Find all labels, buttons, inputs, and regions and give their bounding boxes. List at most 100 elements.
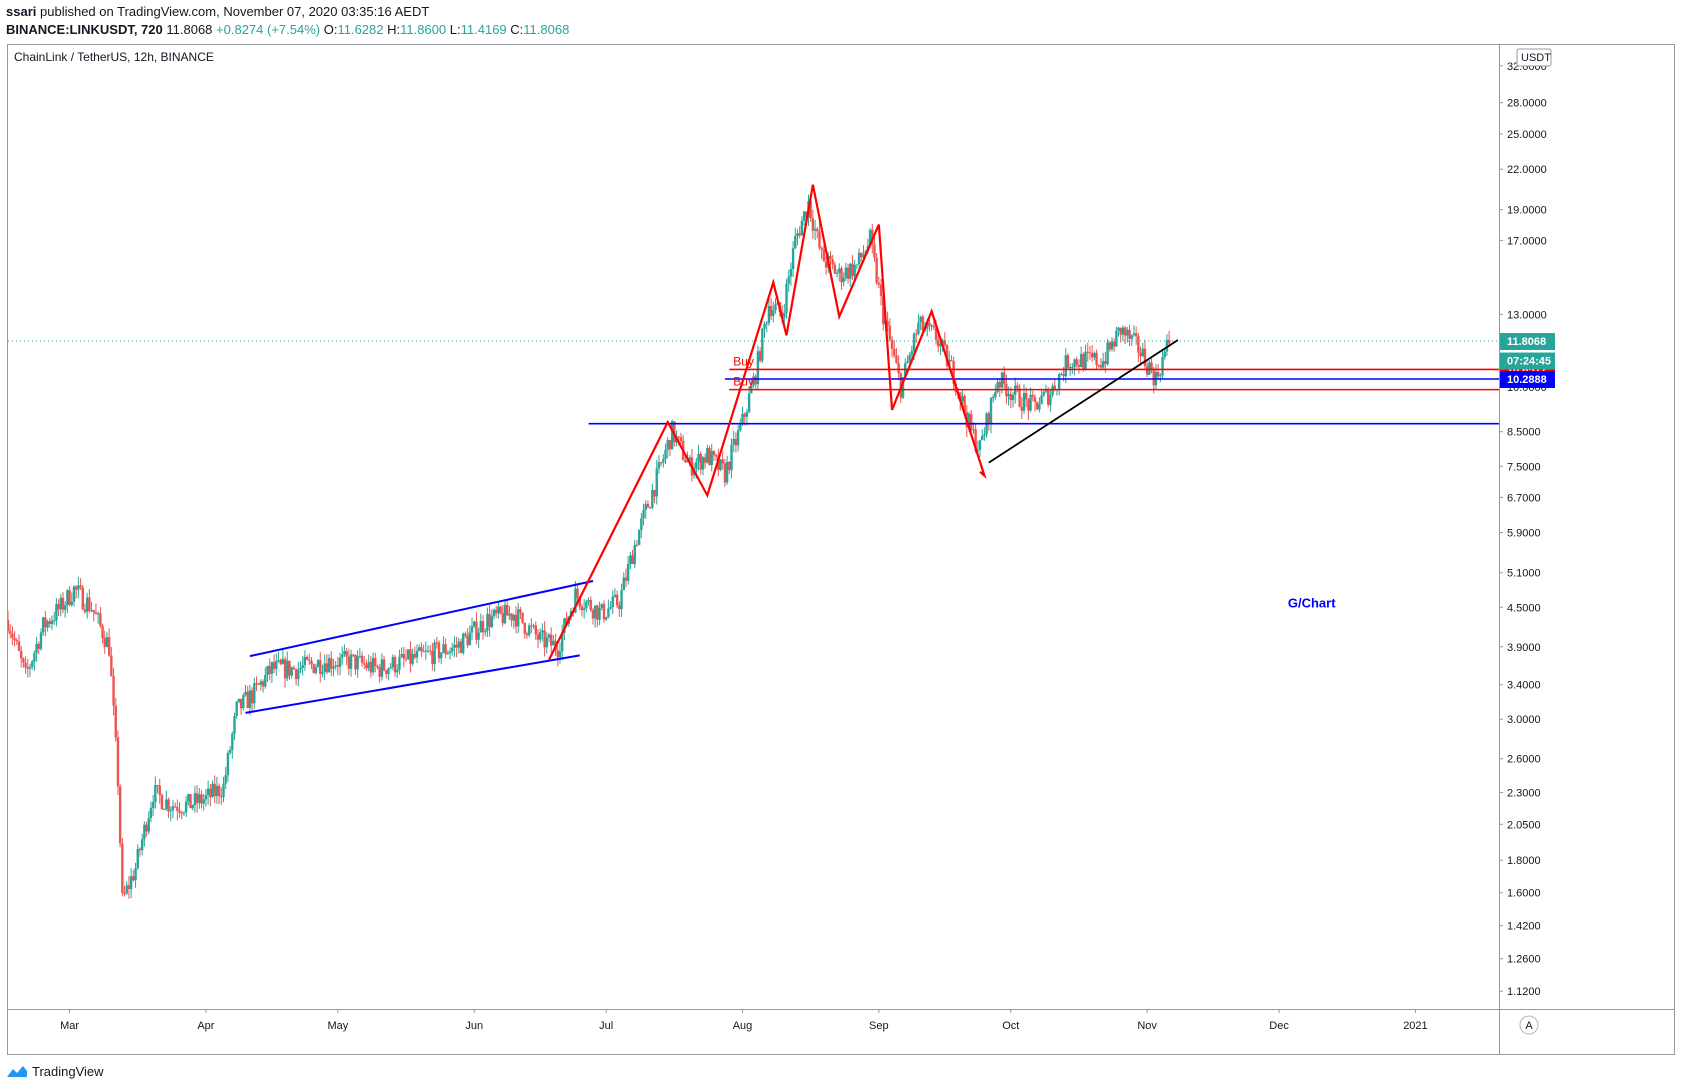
x-tick-label-0: Mar [60, 1020, 79, 1032]
candle-body [442, 644, 445, 653]
high-label: H: [387, 22, 401, 37]
candle-body [244, 691, 247, 696]
candle-body [736, 430, 740, 446]
currency-badge-box [1516, 48, 1552, 67]
candle-body [1121, 327, 1125, 335]
candle-body [376, 666, 379, 668]
candle-body [710, 450, 713, 466]
y-tick-label-11: 5.9000 [1507, 527, 1541, 539]
candle-body [802, 211, 806, 221]
candle-body [61, 597, 65, 610]
candle-body [358, 655, 362, 657]
candle-body [270, 662, 274, 674]
change-value: +0.8274 (+7.54%) [216, 22, 321, 37]
candle-body [917, 322, 920, 334]
candle-body [275, 660, 278, 669]
candle-body [204, 794, 208, 800]
candle-body [266, 666, 269, 676]
candle-body [116, 737, 120, 787]
candle-body [440, 652, 443, 659]
candle-body [1031, 394, 1034, 397]
candle-body [527, 625, 531, 636]
candle-body [255, 683, 258, 685]
candle-body [879, 284, 883, 296]
candle-body [495, 609, 498, 614]
candle-body [211, 783, 214, 797]
candle-body [402, 653, 406, 659]
candle-body [758, 351, 762, 361]
chart-frame[interactable]: Buy Buy G/Chart ChainLink / TetherUS, 12h, … [7, 44, 1675, 1055]
candle-body [1119, 327, 1122, 335]
candle-body [626, 564, 630, 581]
candle-body [622, 577, 625, 591]
candle-body [824, 261, 828, 268]
x-tick-label-9: Dec [1269, 1020, 1289, 1032]
candle-body [895, 355, 898, 364]
candle-body [1007, 394, 1010, 397]
candle-body [184, 801, 188, 813]
candle-body [484, 631, 487, 633]
candle-body [1077, 364, 1081, 368]
candle-body [59, 597, 62, 610]
candle-body [46, 621, 49, 628]
candle-body [666, 440, 669, 450]
candle-body [1068, 367, 1072, 369]
candle-body [26, 667, 29, 669]
candle-body [538, 632, 542, 640]
candle-body [132, 876, 135, 881]
candle-body [662, 459, 665, 463]
candle-body [1145, 365, 1149, 375]
candle-body [805, 211, 808, 218]
candle-body [33, 653, 36, 662]
publish-text: published on TradingView.com, November 0… [40, 4, 430, 19]
candle-body [596, 605, 599, 620]
candle-body [235, 701, 238, 716]
candle-body [545, 637, 548, 648]
candle-body [1071, 367, 1074, 369]
candle-body [248, 690, 252, 708]
auto-scale-button [1519, 1015, 1539, 1035]
candle-body [560, 632, 564, 652]
candle-body [162, 809, 166, 811]
candle-body [1084, 351, 1087, 370]
candle-body [906, 361, 909, 364]
candle-body [609, 606, 612, 609]
candle-body [549, 634, 553, 646]
candle-body [140, 839, 144, 851]
candle-body [563, 618, 566, 633]
candle-body [1150, 362, 1153, 371]
candle-body [818, 231, 821, 248]
candle-body [816, 228, 819, 232]
candle-body [1009, 394, 1012, 401]
candle-body [233, 715, 236, 734]
candle-body [580, 606, 584, 611]
candle-body [226, 752, 230, 776]
candle-body [123, 893, 126, 895]
candle-body [209, 788, 212, 797]
publisher-name: ssari [6, 4, 37, 19]
candle-body [1156, 371, 1160, 377]
candle-body [1123, 327, 1127, 336]
candle-body [512, 614, 515, 621]
candle-body [677, 436, 680, 438]
candle-body [292, 667, 296, 670]
candle-body [1053, 385, 1056, 391]
candle-body [1022, 393, 1026, 411]
candle-body [246, 691, 249, 708]
candle-body [556, 650, 559, 658]
candle-body [68, 590, 71, 605]
candle-body [345, 651, 348, 657]
candle-body [712, 450, 716, 456]
candle-body [943, 340, 947, 346]
x-tick-label-10: 2021 [1403, 1020, 1427, 1032]
candle-body [996, 382, 999, 392]
candle-body [277, 660, 280, 662]
candle-body [83, 609, 87, 612]
candle-body [112, 676, 115, 706]
candle-body [488, 613, 491, 627]
candle-body [1024, 393, 1028, 400]
candle-body [200, 794, 203, 804]
candle-body [688, 457, 691, 461]
